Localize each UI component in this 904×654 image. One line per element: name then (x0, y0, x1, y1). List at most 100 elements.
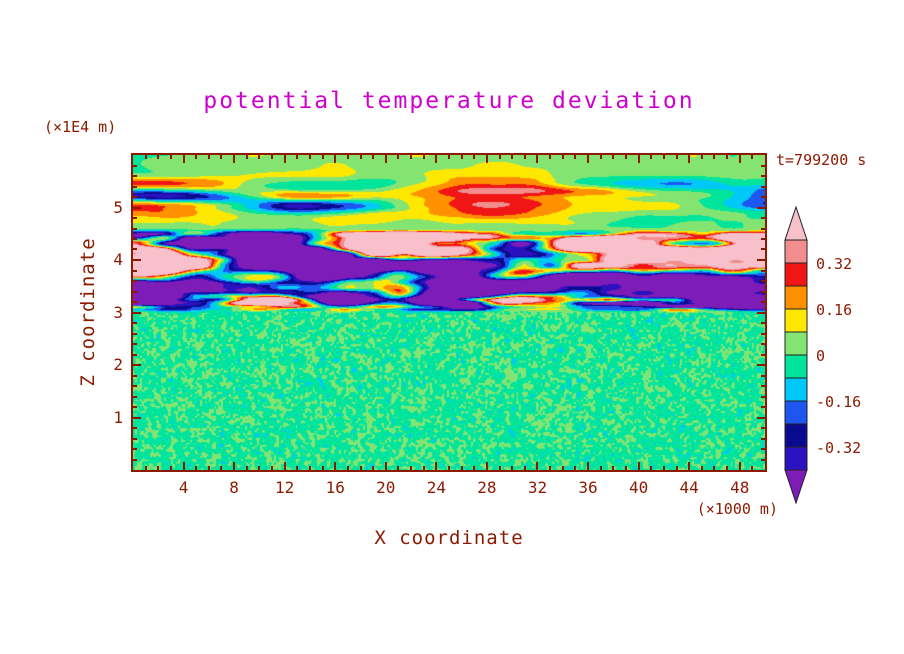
tick-mark (761, 333, 765, 335)
colorbar-segment (784, 262, 808, 287)
tick-mark (448, 466, 450, 470)
tick-mark (761, 385, 765, 387)
tick-mark (372, 466, 374, 470)
tick-mark (334, 462, 336, 470)
x-axis-label: X coordinate (374, 527, 524, 549)
tick-mark (133, 459, 137, 461)
tick-mark (757, 207, 765, 209)
tick-mark (549, 155, 551, 159)
x-tick-label: 20 (376, 478, 396, 497)
tick-mark (486, 155, 488, 163)
tick-mark (133, 186, 137, 188)
tick-mark (423, 466, 425, 470)
tick-mark (461, 466, 463, 470)
x-tick-label: 44 (679, 478, 699, 497)
tick-mark (761, 427, 765, 429)
tick-mark (761, 196, 765, 198)
tick-mark (574, 155, 576, 159)
tick-mark (133, 385, 137, 387)
tick-mark (133, 217, 137, 219)
tick-mark (271, 155, 273, 159)
tick-mark (761, 438, 765, 440)
x-tick-label: 4 (178, 478, 189, 497)
colorbar-segment (784, 423, 808, 448)
tick-mark (650, 155, 652, 159)
tick-mark (461, 155, 463, 159)
tick-mark (701, 466, 703, 470)
colorbar-arrow-down (784, 469, 808, 504)
x-axis-unit: (×1000 m) (696, 500, 778, 518)
tick-mark (761, 459, 765, 461)
colorbar (784, 206, 808, 504)
x-tick-label: 40 (628, 478, 649, 497)
x-tick-label: 28 (477, 478, 497, 497)
tick-mark (183, 155, 185, 163)
colorbar-segment (784, 377, 808, 402)
tick-mark (133, 322, 137, 324)
colorbar-segment (784, 446, 808, 471)
tick-mark (170, 155, 172, 159)
tick-mark (309, 155, 311, 159)
tick-mark (195, 155, 197, 159)
tick-mark (435, 462, 437, 470)
y-tick-label: 3 (113, 302, 123, 322)
tick-mark (757, 364, 765, 366)
heatmap-canvas (133, 155, 765, 470)
tick-mark (246, 155, 248, 159)
tick-mark (145, 155, 147, 159)
chart-title: potential temperature deviation (203, 88, 695, 114)
tick-mark (347, 466, 349, 470)
colorbar-segment (784, 308, 808, 333)
tick-mark (726, 155, 728, 159)
tick-mark (322, 466, 324, 470)
tick-mark (133, 228, 137, 230)
tick-mark (761, 248, 765, 250)
tick-mark (761, 396, 765, 398)
tick-mark (761, 406, 765, 408)
tick-mark (739, 155, 741, 163)
tick-mark (334, 155, 336, 163)
tick-mark (208, 155, 210, 159)
tick-mark (133, 175, 137, 177)
colorbar-label: -0.16 (816, 393, 862, 411)
tick-mark (562, 155, 564, 159)
tick-mark (133, 238, 137, 240)
tick-mark (246, 466, 248, 470)
y-axis-unit: (×1E4 m) (44, 118, 117, 136)
tick-mark (133, 259, 141, 261)
tick-mark (757, 259, 765, 261)
tick-mark (638, 155, 640, 163)
tick-mark (587, 155, 589, 163)
tick-mark (385, 462, 387, 470)
tick-mark (574, 466, 576, 470)
tick-mark (133, 165, 137, 167)
colorbar-segment (784, 285, 808, 310)
tick-mark (511, 155, 513, 159)
tick-mark (612, 155, 614, 159)
tick-mark (761, 291, 765, 293)
tick-mark (133, 196, 137, 198)
colorbar-segment (784, 400, 808, 425)
x-tick-label: 36 (578, 478, 598, 497)
tick-mark (309, 466, 311, 470)
tick-mark (133, 364, 141, 366)
tick-mark (524, 155, 526, 159)
tick-mark (761, 343, 765, 345)
tick-mark (739, 462, 741, 470)
tick-mark (133, 343, 137, 345)
colorbar-label: 0 (816, 347, 826, 365)
tick-mark (549, 466, 551, 470)
tick-mark (284, 155, 286, 163)
tick-mark (296, 155, 298, 159)
tick-mark (536, 462, 538, 470)
tick-mark (133, 333, 137, 335)
tick-mark (410, 466, 412, 470)
tick-mark (587, 462, 589, 470)
tick-mark (726, 466, 728, 470)
tick-mark (499, 155, 501, 159)
tick-mark (676, 466, 678, 470)
tick-mark (347, 155, 349, 159)
tick-mark (448, 155, 450, 159)
tick-mark (473, 155, 475, 159)
tick-mark (296, 466, 298, 470)
